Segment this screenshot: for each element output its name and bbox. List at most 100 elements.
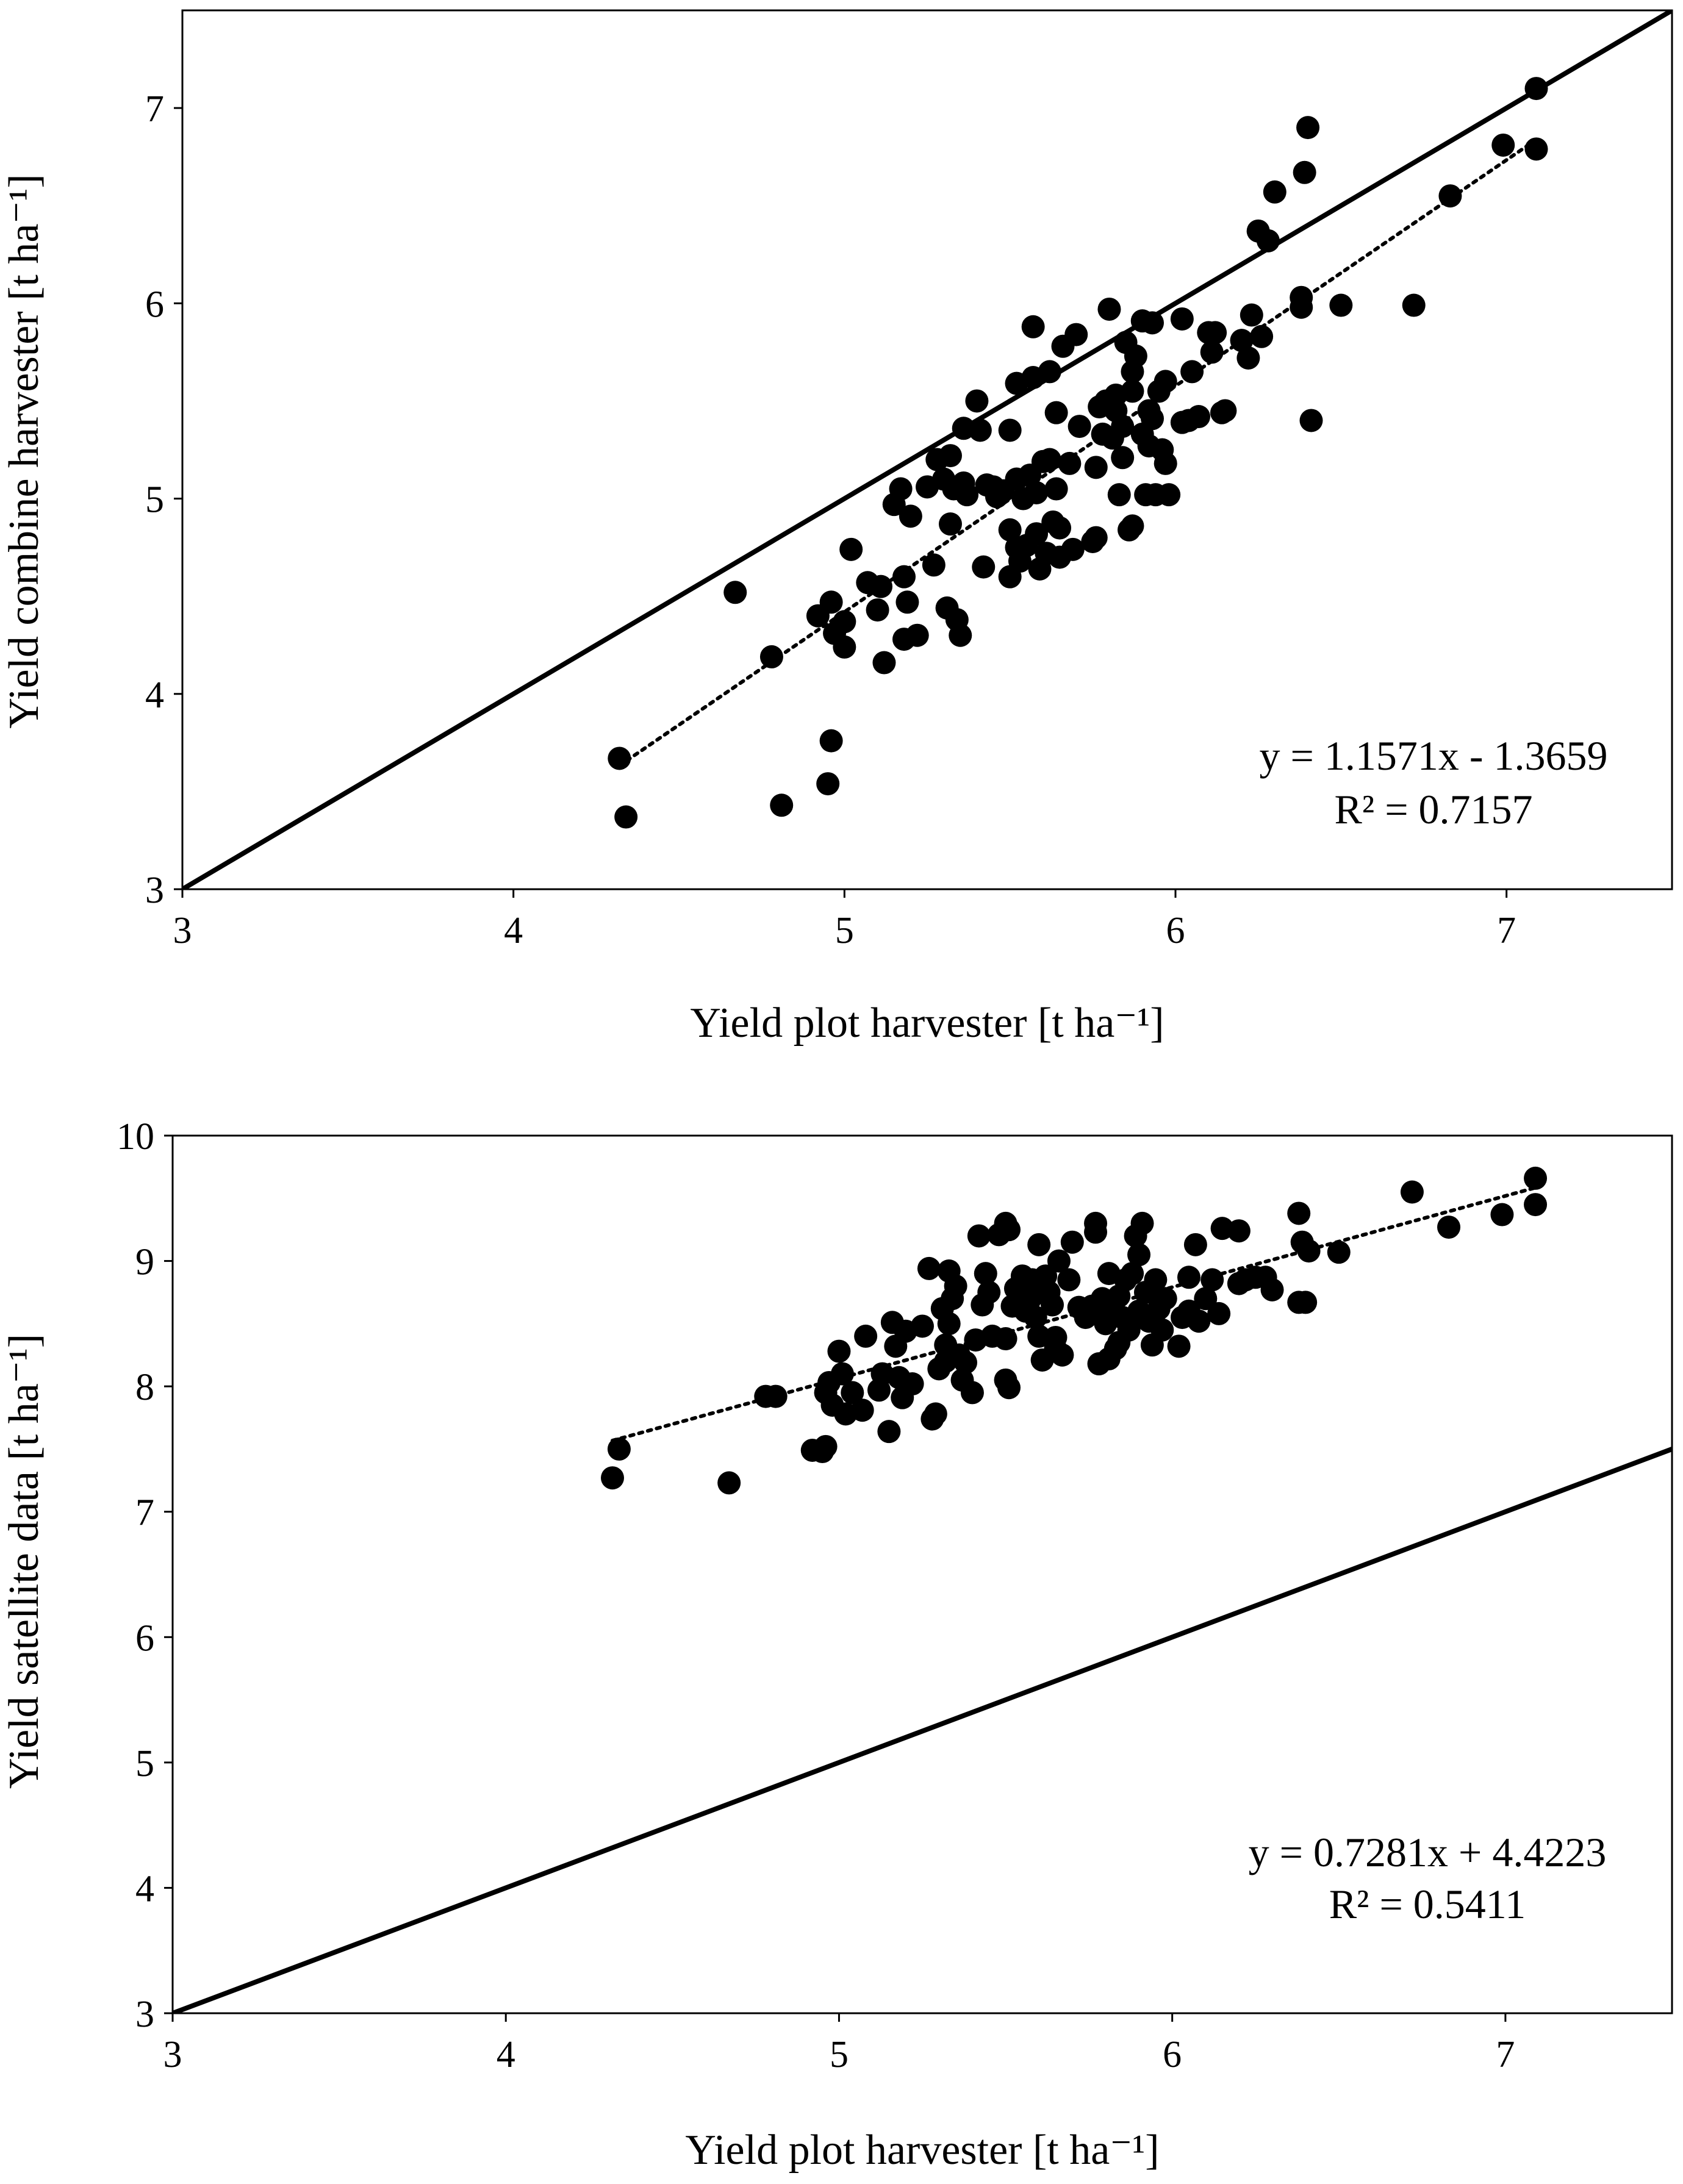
data-point <box>1111 446 1135 470</box>
data-point <box>944 1274 967 1298</box>
y-tick-label: 6 <box>135 1617 154 1659</box>
data-point <box>1121 1262 1144 1286</box>
data-point <box>1121 379 1144 403</box>
data-point <box>1127 1243 1151 1267</box>
data-point <box>1524 1193 1548 1217</box>
data-point <box>1207 1301 1231 1325</box>
data-point <box>899 504 922 528</box>
data-point <box>759 645 783 668</box>
data-point <box>1157 483 1181 507</box>
data-point <box>972 555 996 579</box>
data-point <box>938 444 962 468</box>
data-point <box>1170 307 1194 331</box>
data-point <box>1177 1266 1200 1289</box>
data-point <box>1121 514 1144 538</box>
y-tick-label: 3 <box>135 1994 154 2035</box>
y-axis-label: Yield combine harvester [t ha⁻¹] <box>1 174 48 728</box>
data-point <box>1154 451 1177 475</box>
data-point <box>1183 1233 1207 1256</box>
plot-frame <box>171 1134 1673 2014</box>
data-point <box>922 553 946 577</box>
regression-equation: y = 0.7281x + 4.4223 <box>1249 1829 1607 1875</box>
data-point <box>997 1376 1021 1400</box>
data-point <box>1038 360 1061 384</box>
data-point <box>1025 522 1049 546</box>
data-point <box>977 1280 1001 1304</box>
data-point <box>877 1420 901 1444</box>
y-tick-label: 4 <box>145 675 164 716</box>
data-point <box>960 1381 984 1405</box>
data-point <box>1327 1241 1351 1264</box>
data-point <box>965 389 989 413</box>
data-point <box>1491 133 1515 157</box>
data-point <box>1256 229 1280 252</box>
data-point <box>1293 160 1316 184</box>
data-point <box>1068 415 1091 439</box>
x-tick-label: 6 <box>1163 2034 1182 2075</box>
data-point <box>974 1262 997 1286</box>
data-points <box>601 1166 1548 1495</box>
data-point <box>1236 346 1260 370</box>
data-point <box>1117 1318 1141 1342</box>
data-point <box>866 598 889 622</box>
data-point <box>814 1434 838 1458</box>
reference-line <box>173 1447 1672 2013</box>
data-point <box>1296 116 1320 140</box>
x-tick-label: 5 <box>835 910 854 951</box>
data-point <box>1167 1334 1191 1358</box>
data-points <box>608 77 1548 829</box>
y-tick-label: 8 <box>135 1367 154 1408</box>
chart-1: 3 4 5 6 7 3 4 5 6 7 Yield plot harvester [t ha⁻¹] Y… <box>1 9 1673 1047</box>
data-point <box>1141 407 1164 431</box>
data-point <box>1186 405 1210 429</box>
data-point <box>1060 1230 1084 1254</box>
data-point <box>601 1466 625 1490</box>
data-point <box>1154 1287 1177 1311</box>
data-point <box>1044 477 1068 501</box>
data-point <box>1294 1291 1318 1314</box>
data-point <box>1240 303 1263 327</box>
chart-2: 3 4 5 6 7 3 4 5 6 7 8 9 10 Yield plot harvester [t ha… <box>1 1116 1673 2174</box>
data-point <box>841 1381 864 1405</box>
x-tick-label: 3 <box>163 2034 182 2075</box>
trendline <box>617 138 1538 768</box>
data-point <box>1524 137 1548 161</box>
data-point <box>889 477 913 501</box>
data-point <box>1329 293 1353 317</box>
data-point <box>900 1372 924 1396</box>
data-point <box>1061 537 1085 561</box>
regression-equation: y = 1.1571x - 1.3659 <box>1260 732 1608 779</box>
reference-line <box>182 10 1672 889</box>
data-point <box>1044 401 1068 424</box>
data-point <box>1287 1201 1311 1225</box>
data-point <box>905 623 929 647</box>
data-point <box>895 590 919 614</box>
data-point <box>1490 1203 1514 1226</box>
data-point <box>997 1218 1021 1242</box>
data-point <box>1154 370 1177 393</box>
data-point <box>1194 1287 1218 1311</box>
y-tick-label: 4 <box>135 1868 154 1910</box>
data-point <box>614 805 638 829</box>
data-point <box>1084 1211 1108 1235</box>
x-tick-label: 7 <box>1497 910 1516 951</box>
data-point <box>1524 1166 1548 1190</box>
data-point <box>854 1324 878 1348</box>
data-point <box>1047 1249 1071 1273</box>
data-point <box>1437 1216 1461 1239</box>
data-point <box>998 518 1022 542</box>
y-tick-label: 7 <box>145 88 164 130</box>
data-point <box>850 1398 874 1422</box>
data-point <box>770 793 794 817</box>
y-axis-label: Yield satellite data [t ha⁻¹] <box>1 1334 48 1789</box>
data-point <box>937 1312 961 1336</box>
data-point <box>1180 360 1204 384</box>
data-point <box>872 651 896 675</box>
data-point <box>1107 483 1131 507</box>
y-tick-label: 6 <box>145 284 164 325</box>
data-point <box>833 610 856 634</box>
data-point <box>819 590 843 614</box>
data-point <box>998 418 1022 442</box>
data-point <box>1144 1268 1168 1292</box>
